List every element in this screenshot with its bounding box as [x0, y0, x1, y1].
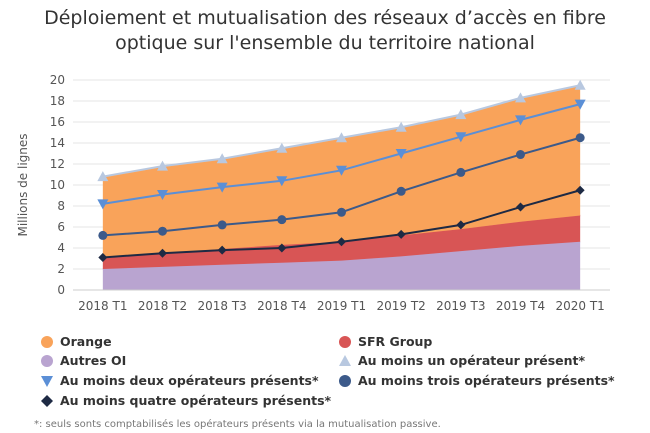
point-au-moins-trois: [98, 230, 108, 240]
x-tick-label: 2018 T3: [198, 299, 247, 313]
point-au-moins-trois: [337, 207, 346, 217]
point-au-moins-trois: [277, 215, 287, 225]
point-au-moins-deux: [395, 149, 407, 159]
point-au-moins-deux: [336, 165, 347, 176]
point-au-moins-trois: [217, 220, 227, 230]
footnote: *: seuls sonts comptabilisés les opérate…: [34, 419, 441, 430]
point-au-moins-quatre: [456, 220, 466, 230]
x-tick-label: 2018 T1: [78, 299, 127, 313]
point-au-moins-deux: [216, 182, 228, 193]
point-au-moins-un: [574, 79, 586, 90]
y-tick-label: 20: [50, 73, 65, 87]
point-au-moins-trois: [158, 226, 167, 236]
x-tick-label: 2019 T1: [317, 299, 366, 313]
point-au-moins-deux: [574, 99, 586, 110]
x-tick-label: 2020 T1: [556, 299, 605, 313]
y-tick-label: 16: [50, 115, 65, 129]
y-tick-label: 6: [57, 220, 65, 234]
point-au-moins-quatre: [396, 229, 406, 239]
point-au-moins-un: [336, 132, 347, 143]
x-tick-label: 2019 T2: [377, 299, 426, 313]
point-au-moins-quatre: [98, 252, 108, 262]
point-au-moins-deux: [157, 189, 168, 200]
y-tick-label: 12: [50, 157, 65, 171]
point-au-moins-trois: [575, 133, 585, 143]
point-au-moins-un: [395, 121, 407, 132]
y-tick-label: 8: [57, 199, 65, 213]
point-au-moins-trois: [396, 186, 406, 196]
point-au-moins-un: [216, 153, 228, 164]
point-au-moins-quatre: [337, 237, 346, 247]
point-au-moins-un: [276, 142, 288, 153]
y-tick-label: 14: [50, 136, 65, 150]
point-au-moins-un: [515, 92, 526, 103]
x-tick-label: 2018 T4: [257, 299, 306, 313]
y-tick-label: 4: [57, 241, 65, 255]
y-axis-title: Millions de lignes: [16, 133, 30, 236]
y-tick-label: 0: [57, 283, 65, 297]
point-au-moins-trois: [456, 167, 466, 177]
point-au-moins-quatre: [277, 243, 287, 253]
y-tick-label: 18: [50, 94, 65, 108]
point-au-moins-un: [455, 109, 467, 120]
point-au-moins-deux: [515, 115, 526, 126]
chart-title-line-2: optique sur l'ensemble du territoire nat…: [115, 32, 535, 54]
point-au-moins-deux: [97, 199, 109, 210]
point-au-moins-un: [97, 171, 109, 182]
point-au-moins-quatre: [217, 245, 227, 255]
point-au-moins-quatre: [516, 202, 525, 212]
point-au-moins-deux: [455, 132, 467, 143]
x-tick-label: 2019 T3: [436, 299, 485, 313]
y-tick-label: 2: [57, 262, 65, 276]
x-tick-label: 2019 T4: [496, 299, 545, 313]
chart-title-line-1: Déploiement et mutualisation des réseaux…: [44, 7, 606, 29]
x-tick-label: 2018 T2: [138, 299, 187, 313]
y-tick-label: 10: [50, 178, 65, 192]
point-au-moins-deux: [276, 176, 288, 187]
area-autres-oi: [102, 241, 581, 290]
point-au-moins-trois: [516, 150, 525, 160]
point-au-moins-un: [157, 160, 168, 171]
point-au-moins-quatre: [575, 185, 585, 195]
point-au-moins-quatre: [158, 248, 167, 258]
